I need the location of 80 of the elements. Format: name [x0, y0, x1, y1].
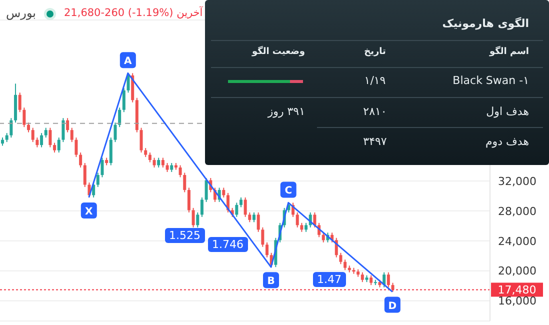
data-label: B	[267, 276, 275, 288]
candlestick	[114, 122, 117, 143]
candlestick	[261, 226, 264, 248]
candlestick	[48, 127, 52, 148]
candlestick	[79, 152, 82, 168]
candlestick	[83, 162, 86, 188]
candlestick	[235, 202, 238, 218]
candlestick	[183, 172, 186, 193]
candlestick	[187, 187, 190, 213]
annotation: هدف دوم	[486, 135, 529, 148]
candlestick	[222, 187, 226, 198]
candlestick	[339, 252, 342, 265]
annotation: 1.746	[208, 237, 248, 252]
candlestick	[178, 164, 182, 178]
candlestick	[36, 137, 39, 148]
candlestick	[248, 212, 252, 223]
data-label: D	[388, 300, 397, 312]
candlestick	[22, 107, 26, 128]
candlestick	[66, 118, 70, 133]
candlestick	[360, 272, 364, 283]
candlestick	[344, 259, 347, 271]
y-tick-label: 16,000	[498, 294, 536, 308]
data-label: C	[284, 186, 292, 197]
annotation: 1.47	[313, 272, 346, 287]
candlestick	[74, 137, 78, 158]
annotation: هدف اول	[486, 105, 529, 118]
candlestick	[370, 274, 373, 286]
annotation: ۳۹۱ روز	[268, 105, 305, 118]
candlestick	[18, 92, 22, 113]
candlestick	[296, 212, 299, 228]
candlestick	[126, 72, 130, 94]
candlestick	[386, 272, 390, 288]
annotation: ۳۴۹۷	[362, 135, 388, 148]
chart-subtitle: بورس	[6, 6, 36, 20]
candlestick	[157, 157, 160, 168]
text: الگوی هارمونیک	[442, 17, 529, 30]
candlestick	[40, 132, 44, 148]
candlestick	[109, 137, 112, 166]
y-tick-label: 32,000	[498, 174, 536, 188]
data-label: X	[85, 206, 94, 218]
candlestick	[200, 196, 204, 218]
candlestick	[256, 212, 260, 232]
candlestick	[100, 157, 104, 178]
candlestick	[239, 196, 242, 208]
candlestick	[140, 127, 143, 154]
annotation: تاریخ	[363, 47, 387, 57]
candlestick	[31, 127, 34, 143]
annotation: ۲۸۱۰	[362, 105, 388, 118]
annotation: 1.525	[165, 228, 204, 243]
candlestick	[244, 196, 247, 218]
candlestick	[322, 232, 325, 243]
annotation: Black Swan -۱	[452, 74, 529, 87]
candlestick	[266, 242, 269, 258]
candlestick	[196, 212, 200, 228]
ref-line-label: 17,480	[498, 284, 536, 297]
candlestick	[70, 127, 74, 143]
candlestick	[204, 177, 208, 202]
annotation: ۱/۱۹	[363, 74, 387, 87]
candlestick	[62, 118, 65, 143]
candlestick	[152, 157, 156, 168]
data-label: A	[124, 56, 132, 68]
y-tick-label: 24,000	[498, 234, 536, 248]
candlestick	[44, 127, 48, 138]
annotation: وضعیت الگو	[252, 47, 305, 57]
candlestick	[313, 212, 316, 228]
candlestick	[53, 142, 56, 154]
candlestick	[27, 122, 30, 133]
candlestick	[96, 172, 100, 188]
candlestick	[57, 137, 60, 154]
annotation: اسم الگو	[490, 47, 529, 57]
candlestick	[122, 88, 126, 113]
y-tick-label: 28,000	[498, 204, 536, 218]
candlestick	[10, 118, 13, 138]
candlestick	[118, 107, 122, 128]
candlestick	[148, 152, 152, 163]
candlestick	[192, 207, 195, 228]
y-tick-label: 20,000	[498, 264, 536, 278]
text: 21,680-260 (-1.19%) آخرین	[64, 7, 203, 19]
candlestick	[161, 157, 164, 168]
candlestick	[252, 212, 256, 223]
